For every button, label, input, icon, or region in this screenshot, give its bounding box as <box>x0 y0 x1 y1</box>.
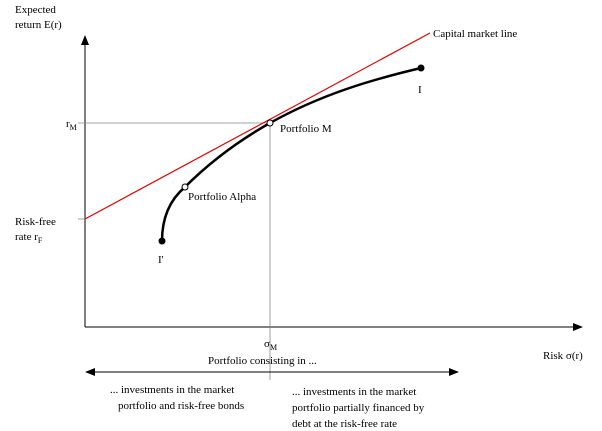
left-note: portfolio and risk-free bonds <box>118 400 244 412</box>
sigma-label: σM <box>264 338 277 352</box>
portfolio-caption: Portfolio consisting in ... <box>208 355 317 367</box>
rm-text: r <box>66 118 70 130</box>
rf-sub: F <box>38 236 43 245</box>
left-note: ... investments in the market <box>110 384 234 396</box>
point-i <box>417 64 425 72</box>
right-note: ... investments in the market <box>292 386 416 398</box>
point-label: Portfolio Alpha <box>188 191 256 203</box>
point-label: I' <box>158 254 164 266</box>
rf-label: rate rF <box>15 231 43 245</box>
cml-label: Capital market line <box>433 28 517 40</box>
point-alpha <box>181 183 189 191</box>
capital-market-line <box>84 32 431 220</box>
rm-label: rM <box>66 118 77 132</box>
rf-label: Risk-free <box>15 216 56 228</box>
sigma-sub: M <box>270 343 277 352</box>
x-axis-label: Risk σ(r) <box>543 350 583 362</box>
point-i-prime <box>158 237 166 245</box>
sigma-text: σ <box>264 338 270 350</box>
right-note: debt at the risk-free rate <box>292 418 397 430</box>
rm-sub: M <box>70 123 77 132</box>
efficient-frontier <box>160 66 422 242</box>
point-label: Portfolio M <box>280 123 332 135</box>
y-axis-label: return E(r) <box>15 19 62 31</box>
point-m <box>266 119 274 127</box>
point-label: I <box>418 84 422 96</box>
right-note: portfolio partially financed by <box>292 402 425 414</box>
rf-text: rate r <box>15 231 38 243</box>
y-axis-label: Expected <box>15 4 56 16</box>
